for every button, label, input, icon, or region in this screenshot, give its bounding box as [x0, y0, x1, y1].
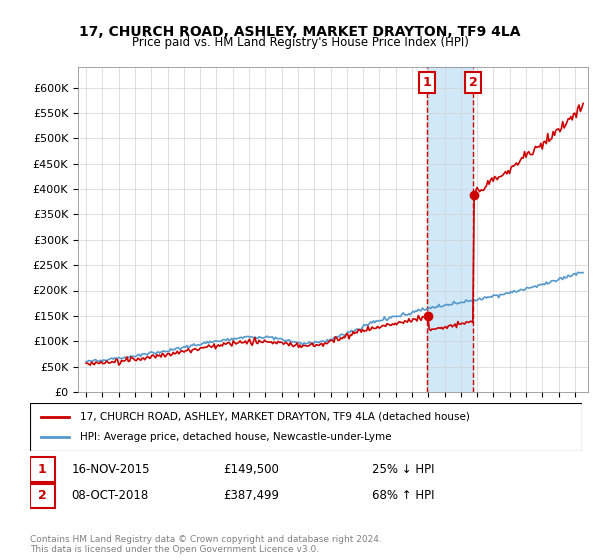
Text: 17, CHURCH ROAD, ASHLEY, MARKET DRAYTON, TF9 4LA (detached house): 17, CHURCH ROAD, ASHLEY, MARKET DRAYTON,…: [80, 412, 470, 422]
Text: Price paid vs. HM Land Registry's House Price Index (HPI): Price paid vs. HM Land Registry's House …: [131, 36, 469, 49]
Text: 68% ↑ HPI: 68% ↑ HPI: [372, 489, 435, 502]
Text: 08-OCT-2018: 08-OCT-2018: [71, 489, 149, 502]
Text: 2: 2: [38, 489, 47, 502]
Text: 17, CHURCH ROAD, ASHLEY, MARKET DRAYTON, TF9 4LA: 17, CHURCH ROAD, ASHLEY, MARKET DRAYTON,…: [79, 25, 521, 39]
Text: 25% ↓ HPI: 25% ↓ HPI: [372, 463, 435, 476]
FancyBboxPatch shape: [30, 403, 582, 451]
FancyBboxPatch shape: [30, 458, 55, 482]
FancyBboxPatch shape: [30, 484, 55, 508]
Text: Contains HM Land Registry data © Crown copyright and database right 2024.
This d: Contains HM Land Registry data © Crown c…: [30, 535, 382, 554]
Text: £387,499: £387,499: [223, 489, 279, 502]
Text: 1: 1: [38, 463, 47, 476]
Bar: [427, 67, 473, 392]
Text: 2: 2: [469, 76, 478, 89]
Text: 16-NOV-2015: 16-NOV-2015: [71, 463, 150, 476]
Text: HPI: Average price, detached house, Newcastle-under-Lyme: HPI: Average price, detached house, Newc…: [80, 432, 391, 441]
Text: £149,500: £149,500: [223, 463, 279, 476]
Text: 1: 1: [422, 76, 431, 89]
